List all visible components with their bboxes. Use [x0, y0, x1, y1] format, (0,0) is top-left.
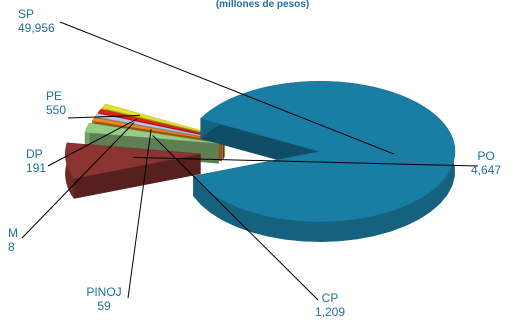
slice-value-po: 4,647	[471, 163, 501, 177]
leader-line-sp	[59, 21, 395, 155]
leader-line-m	[21, 122, 135, 239]
chart-subtitle: (millones de pesos)	[215, 0, 310, 10]
slice-value-cp: 1,209	[315, 305, 345, 319]
slice-value-sp: 49,956	[18, 21, 55, 35]
leader-line-po	[133, 156, 479, 167]
slice-value-m: 8	[8, 240, 15, 254]
slice-label-pinoj: PINOJ	[86, 285, 121, 299]
slice-label-pe: PE	[46, 89, 62, 103]
pie-slice-sp	[192, 81, 456, 242]
leader-line-dp	[47, 118, 137, 167]
slice-label-sp: SP	[18, 7, 34, 21]
slice-value-pe: 550	[46, 103, 66, 117]
slice-value-dp: 191	[26, 161, 46, 175]
slice-value-pinoj: 59	[97, 299, 111, 313]
slice-label-cp: CP	[322, 291, 339, 305]
slice-label-dp: DP	[26, 147, 43, 161]
slice-label-po: PO	[477, 149, 494, 163]
pie-slice-po	[65, 142, 201, 200]
leader-line-pe	[67, 114, 141, 119]
slice-label-m: M	[8, 226, 18, 240]
leader-line-pinoj	[127, 128, 152, 299]
leader-line-cp	[152, 135, 319, 301]
